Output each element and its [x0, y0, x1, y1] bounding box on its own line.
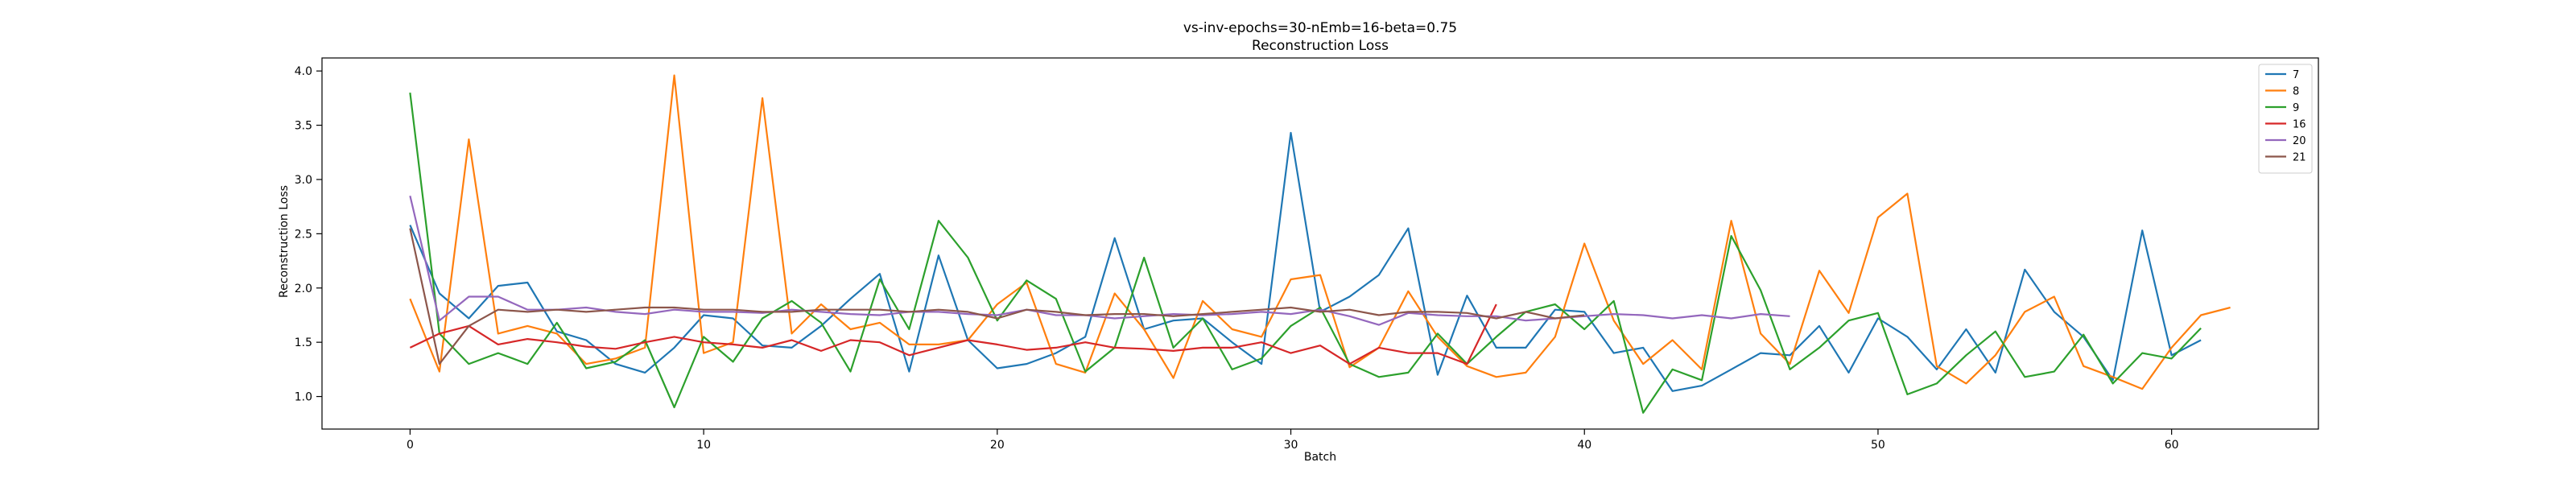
y-tick-label: 1.0 — [295, 391, 312, 404]
x-tick-label: 40 — [1577, 439, 1591, 452]
series-line-1 — [409, 74, 2231, 390]
legend-label: 20 — [2293, 135, 2306, 147]
legend-label: 7 — [2293, 69, 2299, 81]
legend-label: 9 — [2293, 102, 2299, 114]
axes-layer: 0 10 20 30 40 50 60 1.0 1.5 2.0 2.5 3.0 3.5 4.0 — [295, 57, 2319, 452]
legend-label: 8 — [2293, 86, 2299, 98]
series-line-3 — [409, 303, 1497, 365]
chart-title: vs-inv-epochs=30-nEmb=16-beta=0.75 — [1183, 20, 1457, 36]
x-tick-label: 50 — [1871, 439, 1885, 452]
plot-frame — [321, 57, 2319, 430]
x-axis-label: Batch — [1304, 451, 1336, 464]
x-tick-label: 0 — [407, 439, 414, 452]
x-tick-label: 10 — [696, 439, 711, 452]
y-tick-label: 3.0 — [295, 174, 312, 187]
y-tick-label: 2.5 — [295, 228, 312, 241]
x-tick-label: 20 — [990, 439, 1005, 452]
chart-subtitle: Reconstruction Loss — [1252, 38, 1389, 54]
series-line-4 — [409, 195, 1790, 326]
x-tick-label: 60 — [2165, 439, 2179, 452]
series-line-2 — [409, 92, 2202, 414]
series-line-0 — [409, 131, 2202, 392]
x-tick-label: 30 — [1284, 439, 1298, 452]
legend-label: 16 — [2293, 119, 2306, 131]
legend-label: 21 — [2293, 152, 2306, 164]
legend-frame — [2258, 64, 2313, 174]
y-axis-label: Reconstruction Loss — [278, 185, 291, 298]
y-tick-label: 3.5 — [295, 120, 312, 133]
legend: 7 8 9 16 20 21 — [2258, 64, 2313, 174]
series-layer — [409, 74, 2231, 414]
y-tick-label: 1.5 — [295, 336, 312, 349]
series-line-5 — [409, 228, 1585, 365]
y-tick-label: 4.0 — [295, 65, 312, 78]
y-tick-label: 2.0 — [295, 283, 312, 295]
